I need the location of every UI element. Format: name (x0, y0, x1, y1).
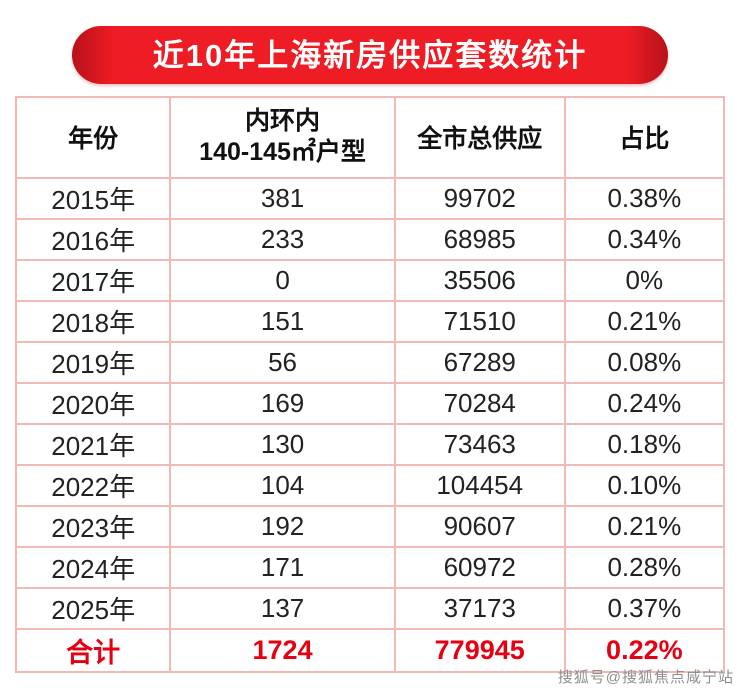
cell-citywide: 73463 (393, 422, 566, 466)
cell-citywide: 99702 (393, 176, 566, 220)
cell-share: 0.21% (563, 504, 726, 548)
cell-share: 0.18% (563, 422, 726, 466)
table-row-2018: 2018年 151 71510 0.21% (14, 299, 726, 343)
cell-share: 0.21% (563, 299, 726, 343)
cell-year: 2018年 (14, 299, 172, 343)
cell-total-inner: 1724 (169, 627, 396, 673)
cell-inner: 56 (169, 340, 396, 384)
table-row-2017: 2017年 0 35506 0% (14, 258, 726, 302)
table-row-2021: 2021年 130 73463 0.18% (14, 422, 726, 466)
cell-share: 0.24% (563, 381, 726, 425)
cell-citywide: 67289 (393, 340, 566, 384)
table-row-2025: 2025年 137 37173 0.37% (14, 586, 726, 630)
cell-year: 2021年 (14, 422, 172, 466)
cell-inner: 192 (169, 504, 396, 548)
table-row-2019: 2019年 56 67289 0.08% (14, 340, 726, 384)
cell-inner: 169 (169, 381, 396, 425)
cell-share: 0% (563, 258, 726, 302)
table-row-2016: 2016年 233 68985 0.34% (14, 217, 726, 261)
col-header-share: 占比 (563, 96, 726, 179)
cell-citywide: 68985 (393, 217, 566, 261)
cell-year: 2017年 (14, 258, 172, 302)
cell-year: 2020年 (14, 381, 172, 425)
page-title: 近10年上海新房供应套数统计 (152, 37, 588, 73)
supply-table: 年份 内环内 140-145㎡户型 全市总供应 占比 2015年 381 997… (14, 96, 726, 673)
cell-citywide: 71510 (393, 299, 566, 343)
cell-year: 2025年 (14, 586, 172, 630)
table-row-2022: 2022年 104 104454 0.10% (14, 463, 726, 507)
cell-total-label: 合计 (14, 627, 172, 673)
cell-year: 2015年 (14, 176, 172, 220)
cell-share: 0.28% (563, 545, 726, 589)
table-row-total: 合计 1724 779945 0.22% (14, 627, 726, 673)
col-header-inner-line1: 内环内 (245, 107, 321, 135)
cell-share: 0.34% (563, 217, 726, 261)
cell-inner: 0 (169, 258, 396, 302)
cell-inner: 137 (169, 586, 396, 630)
cell-year: 2022年 (14, 463, 172, 507)
watermark: 搜狐号@搜狐焦点咸宁站 (557, 669, 734, 686)
cell-year: 2024年 (14, 545, 172, 589)
cell-citywide: 90607 (393, 504, 566, 548)
cell-share: 0.10% (563, 463, 726, 507)
cell-inner: 381 (169, 176, 396, 220)
cell-inner: 151 (169, 299, 396, 343)
title-banner: 近10年上海新房供应套数统计 (72, 26, 668, 84)
col-header-year: 年份 (14, 96, 172, 179)
cell-citywide: 104454 (393, 463, 566, 507)
cell-inner: 130 (169, 422, 396, 466)
cell-total-share: 0.22% (563, 627, 726, 673)
cell-share: 0.08% (563, 340, 726, 384)
cell-inner: 171 (169, 545, 396, 589)
col-header-inner-ring: 内环内 140-145㎡户型 (169, 96, 396, 179)
cell-inner: 233 (169, 217, 396, 261)
cell-citywide: 60972 (393, 545, 566, 589)
cell-share: 0.38% (563, 176, 726, 220)
cell-inner: 104 (169, 463, 396, 507)
cell-year: 2019年 (14, 340, 172, 384)
table-row-2020: 2020年 169 70284 0.24% (14, 381, 726, 425)
cell-year: 2016年 (14, 217, 172, 261)
cell-citywide: 37173 (393, 586, 566, 630)
col-header-citywide: 全市总供应 (393, 96, 566, 179)
cell-citywide: 70284 (393, 381, 566, 425)
table-header-row: 年份 内环内 140-145㎡户型 全市总供应 占比 (14, 96, 726, 179)
col-header-inner-line2: 140-145㎡户型 (199, 138, 366, 167)
cell-year: 2023年 (14, 504, 172, 548)
cell-total-citywide: 779945 (393, 627, 566, 673)
table-row-2015: 2015年 381 99702 0.38% (14, 176, 726, 220)
table-row-2023: 2023年 192 90607 0.21% (14, 504, 726, 548)
cell-share: 0.37% (563, 586, 726, 630)
cell-citywide: 35506 (393, 258, 566, 302)
table-row-2024: 2024年 171 60972 0.28% (14, 545, 726, 589)
